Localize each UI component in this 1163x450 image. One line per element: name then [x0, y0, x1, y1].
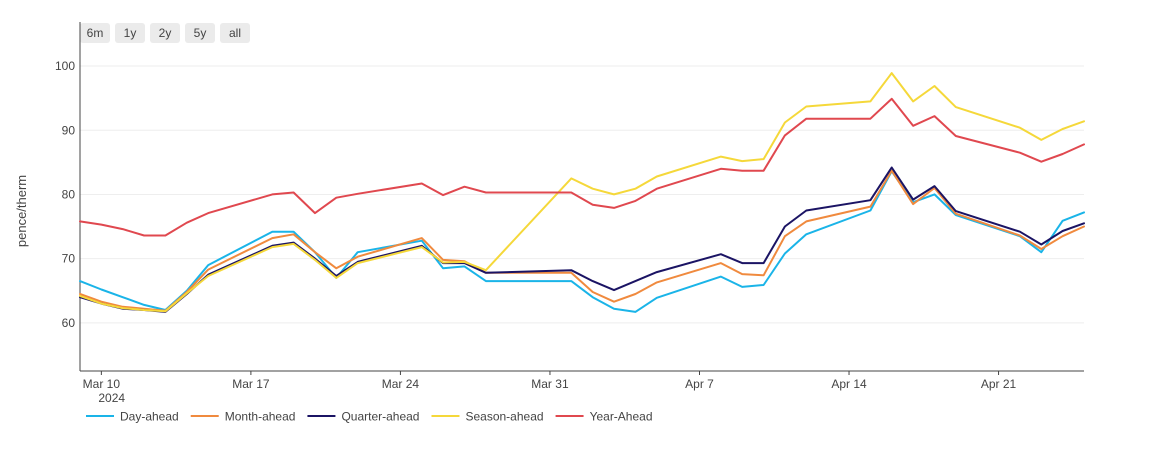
legend[interactable]: Day-ahead Month-ahead Quarter-ahead Season-…	[86, 410, 653, 424]
axes	[79, 22, 1084, 375]
x-tick-label: Mar 10	[83, 377, 121, 391]
legend-label: Season-ahead	[465, 410, 543, 424]
x-tick-label: Apr 7	[685, 377, 714, 391]
range-5y-button[interactable]: 5y	[185, 23, 215, 43]
legend-item-year-ahead[interactable]: Year-Ahead	[555, 410, 653, 424]
legend-label: Month-ahead	[225, 410, 296, 424]
range-6m-button[interactable]: 6m	[80, 23, 110, 43]
x-tick-label: Mar 31	[531, 377, 569, 391]
y-axis-label: pence/therm	[14, 175, 29, 247]
series-line-year-ahead[interactable]	[79, 97, 1085, 237]
series-line-month-ahead[interactable]	[79, 169, 1085, 312]
legend-item-quarter-ahead[interactable]: Quarter-ahead	[307, 410, 419, 424]
x-tick-label: Mar 17	[232, 377, 270, 391]
series-line-season-ahead[interactable]	[79, 72, 1085, 313]
range-all-button[interactable]: all	[220, 23, 250, 43]
series-line-day-ahead[interactable]	[79, 170, 1085, 313]
y-tick-label: 100	[55, 59, 75, 73]
y-tick-label: 60	[62, 316, 76, 330]
range-2y-button[interactable]: 2y	[150, 23, 180, 43]
gridlines	[80, 65, 1084, 324]
legend-item-season-ahead[interactable]: Season-ahead	[431, 410, 544, 424]
x-tick-label: Mar 24	[382, 377, 420, 391]
x-tick-year-label: 2024	[98, 391, 125, 405]
y-tick-label: 90	[62, 123, 76, 137]
x-tick-label: Apr 14	[831, 377, 867, 391]
series-lines	[79, 72, 1085, 313]
legend-item-day-ahead[interactable]: Day-ahead	[86, 410, 179, 424]
legend-item-month-ahead[interactable]: Month-ahead	[190, 410, 296, 424]
legend-label: Day-ahead	[120, 410, 179, 424]
legend-label: Quarter-ahead	[341, 410, 419, 424]
y-tick-label: 70	[62, 252, 76, 266]
y-tick-label: 80	[62, 187, 76, 201]
range-1y-button[interactable]: 1y	[115, 23, 145, 43]
x-tick-label: Apr 21	[981, 377, 1017, 391]
legend-label: Year-Ahead	[590, 410, 653, 424]
